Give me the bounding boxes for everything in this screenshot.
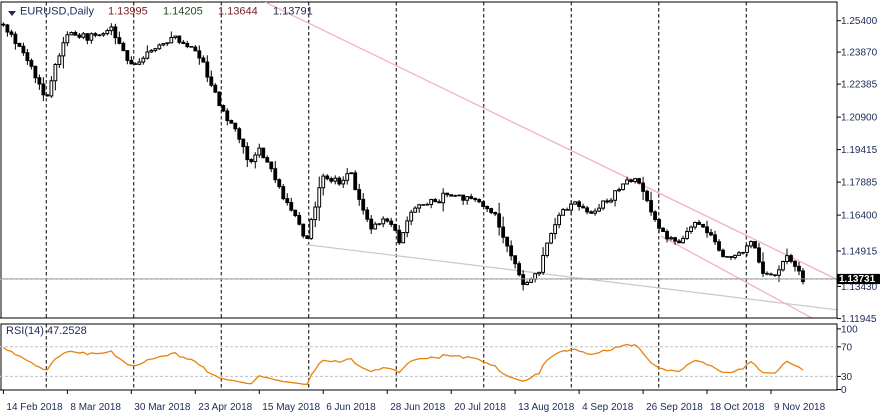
svg-text:1.13644: 1.13644 <box>218 6 258 18</box>
svg-text:6 Jun 2018: 6 Jun 2018 <box>326 402 376 413</box>
svg-text:28 Jun 2018: 28 Jun 2018 <box>390 402 445 413</box>
svg-text:1.17885: 1.17885 <box>841 178 878 189</box>
svg-text:4 Sep 2018: 4 Sep 2018 <box>582 402 634 413</box>
svg-text:1.23870: 1.23870 <box>841 48 878 59</box>
svg-text:1.22385: 1.22385 <box>841 80 878 91</box>
svg-text:0: 0 <box>841 385 847 396</box>
svg-text:15 May 2018: 15 May 2018 <box>262 402 320 413</box>
svg-text:1.16400: 1.16400 <box>841 211 878 222</box>
svg-text:100: 100 <box>841 324 858 335</box>
svg-text:70: 70 <box>841 342 853 353</box>
svg-text:8 Mar 2018: 8 Mar 2018 <box>70 402 121 413</box>
svg-text:1.14205: 1.14205 <box>163 6 203 18</box>
svg-text:1.13791: 1.13791 <box>273 6 313 18</box>
svg-text:1.20900: 1.20900 <box>841 113 878 124</box>
svg-text:1.14915: 1.14915 <box>841 247 878 258</box>
svg-text:14 Feb 2018: 14 Feb 2018 <box>6 402 63 413</box>
svg-text:30: 30 <box>841 372 853 383</box>
svg-text:18 Oct 2018: 18 Oct 2018 <box>710 402 765 413</box>
svg-text:1.25400: 1.25400 <box>841 16 878 27</box>
svg-text:20 Jul 2018: 20 Jul 2018 <box>454 402 506 413</box>
svg-text:1.13995: 1.13995 <box>108 6 148 18</box>
svg-text:1.13731: 1.13731 <box>839 274 876 285</box>
svg-text:13 Aug 2018: 13 Aug 2018 <box>518 402 575 413</box>
svg-text:9 Nov 2018: 9 Nov 2018 <box>774 402 826 413</box>
svg-text:1.19415: 1.19415 <box>841 145 878 156</box>
svg-text:EURUSD,Daily: EURUSD,Daily <box>20 6 94 18</box>
svg-text:RSI(14) 47.2528: RSI(14) 47.2528 <box>6 325 87 337</box>
svg-text:30 Mar 2018: 30 Mar 2018 <box>134 402 191 413</box>
svg-text:23 Apr 2018: 23 Apr 2018 <box>198 402 252 413</box>
svg-text:26 Sep 2018: 26 Sep 2018 <box>646 402 703 413</box>
